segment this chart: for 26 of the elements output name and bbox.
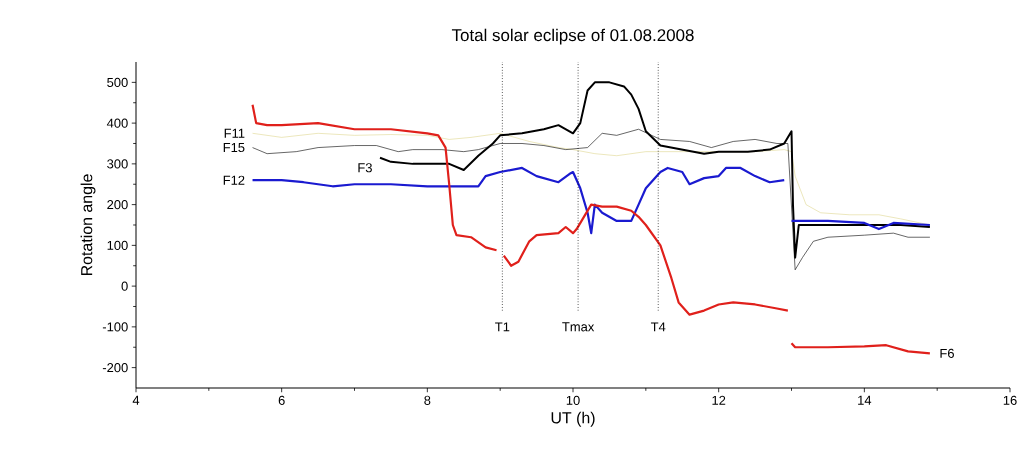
chart-title: Total solar eclipse of 01.08.2008 xyxy=(451,28,694,45)
y-tick-label: 400 xyxy=(106,118,128,128)
y-tick-label: 500 xyxy=(107,77,128,87)
series-label: F11 xyxy=(224,128,245,138)
y-tick-label: 100 xyxy=(107,240,128,250)
series-label: F3 xyxy=(358,163,372,173)
y-tick-label: 300 xyxy=(107,159,128,169)
y-tick-label: -100 xyxy=(102,322,128,332)
series-label: F12 xyxy=(223,175,245,185)
x-tick-label: 4 xyxy=(132,395,140,405)
y-tick-label: 200 xyxy=(107,200,128,210)
series-label: F6 xyxy=(940,348,954,358)
x-tick-label: 8 xyxy=(424,395,431,405)
x-tick-label: 6 xyxy=(278,395,285,405)
y-tick-label: 0 xyxy=(121,281,128,291)
x-tick-label: 12 xyxy=(712,395,726,405)
x-axis-title: UT (h) xyxy=(551,411,595,427)
y-axis-title: Rotation angle xyxy=(80,174,96,276)
series-label: F15 xyxy=(223,143,245,153)
ref-line-label: Tmax xyxy=(562,322,595,332)
ref-line-label: T4 xyxy=(650,322,666,332)
x-tick-label: 16 xyxy=(1003,395,1017,405)
ref-line-label: T1 xyxy=(495,322,510,332)
x-tick-label: 10 xyxy=(566,395,580,405)
y-tick-label: -200 xyxy=(102,363,128,373)
x-tick-label: 14 xyxy=(858,395,872,405)
